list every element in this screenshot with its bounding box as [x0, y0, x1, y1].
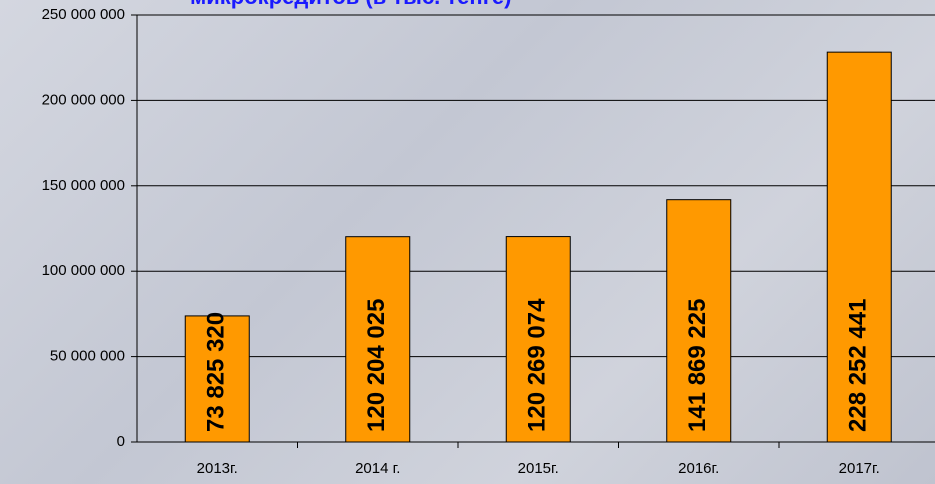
x-tick-label: 2015г. [518, 460, 559, 477]
chart-title: микрокредитов (в тыс. тенге) [190, 0, 511, 9]
y-tick-label: 50 000 000 [50, 348, 125, 365]
bar [826, 51, 892, 443]
value-label: 228 252 441 [845, 299, 872, 432]
y-tick-label: 0 [117, 433, 125, 450]
x-tick-label: 2014 г. [355, 460, 400, 477]
x-tick-label: 2017г. [839, 460, 880, 477]
value-label: 120 269 074 [524, 298, 551, 432]
value-label: 141 869 225 [684, 299, 711, 432]
y-tick-label: 250 000 000 [42, 6, 125, 23]
x-tick-label: 2013г. [197, 460, 238, 477]
bar [666, 199, 732, 443]
y-tick-label: 150 000 000 [42, 177, 125, 194]
y-tick-label: 200 000 000 [42, 91, 125, 108]
value-label: 120 204 025 [363, 299, 390, 432]
value-label: 73 825 320 [203, 312, 230, 432]
bar [505, 236, 571, 443]
x-tick-label: 2016г. [678, 460, 719, 477]
bar [345, 236, 411, 443]
bar [184, 315, 250, 443]
y-tick-label: 100 000 000 [42, 262, 125, 279]
